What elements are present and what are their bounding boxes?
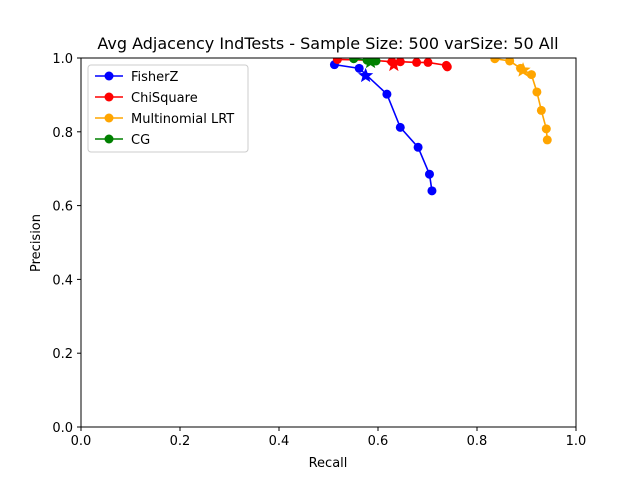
- series-fisherz: [329, 60, 437, 196]
- data-point: [395, 122, 405, 132]
- star-marker: [386, 58, 402, 72]
- x-axis-label: Recall: [309, 456, 348, 471]
- data-point: [349, 58, 359, 64]
- legend-label: FisherZ: [131, 70, 178, 85]
- y-tick-label: 1.0: [52, 52, 73, 67]
- series-line: [334, 63, 433, 191]
- y-axis-label: Precision: [29, 214, 44, 272]
- legend-item: CG: [95, 133, 150, 148]
- data-point: [442, 62, 452, 72]
- legend-label: Multinomial LRT: [131, 112, 234, 127]
- plot-area: [329, 58, 552, 196]
- legend-marker: [104, 134, 114, 144]
- axes-frame: [80, 57, 577, 428]
- y-tick-label: 0.4: [52, 273, 73, 288]
- x-tick-label: 1.0: [566, 434, 587, 449]
- data-point: [423, 58, 433, 67]
- data-point: [536, 105, 546, 115]
- legend-box: [87, 64, 249, 153]
- legend-label: ChiSquare: [131, 91, 198, 106]
- series-chisquare: [332, 58, 452, 72]
- legend-marker: [104, 92, 114, 102]
- legend-item: Multinomial LRT: [95, 112, 234, 127]
- legend: FisherZ ChiSquare Multinomial LRT CG: [87, 64, 249, 153]
- x-tick-label: 0.2: [170, 434, 191, 449]
- star-marker: [362, 58, 379, 69]
- legend-marker: [104, 113, 114, 123]
- x-tick-label: 0.6: [368, 434, 389, 449]
- data-point: [541, 124, 551, 134]
- data-point: [354, 63, 364, 73]
- data-point: [532, 87, 542, 97]
- data-point: [332, 58, 342, 64]
- series-multinomial-lrt: [490, 58, 552, 145]
- legend-item: ChiSquare: [95, 91, 198, 106]
- series-cg: [349, 58, 381, 69]
- chart-title: Avg Adjacency IndTests - Sample Size: 50…: [97, 34, 558, 53]
- x-tick-label: 0.0: [71, 434, 92, 449]
- axes: 0.00.0 0.2 0.2 0.4 0.4 0.6 0.6 0.8 0.8 1.0 1.0: [52, 52, 586, 449]
- legend-item: FisherZ: [95, 70, 178, 85]
- x-tick-label: 0.4: [269, 434, 290, 449]
- star-marker: [515, 62, 531, 77]
- data-point: [382, 89, 392, 99]
- data-point: [542, 135, 552, 145]
- y-tick-label: 0.0: [52, 421, 73, 436]
- y-tick-label: 0.6: [52, 200, 73, 215]
- data-point: [424, 169, 434, 179]
- data-point: [427, 186, 437, 196]
- legend-marker: [104, 71, 114, 81]
- y-tick-label: 0.8: [52, 126, 73, 141]
- star-marker: [358, 67, 374, 83]
- data-point: [505, 58, 515, 66]
- x-tick-label: 0.8: [467, 434, 488, 449]
- data-point: [413, 142, 423, 152]
- data-point: [526, 70, 536, 80]
- data-point: [490, 58, 500, 64]
- data-point: [412, 58, 422, 67]
- legend-label: CG: [131, 133, 150, 148]
- y-tick-label: 0.2: [52, 347, 73, 362]
